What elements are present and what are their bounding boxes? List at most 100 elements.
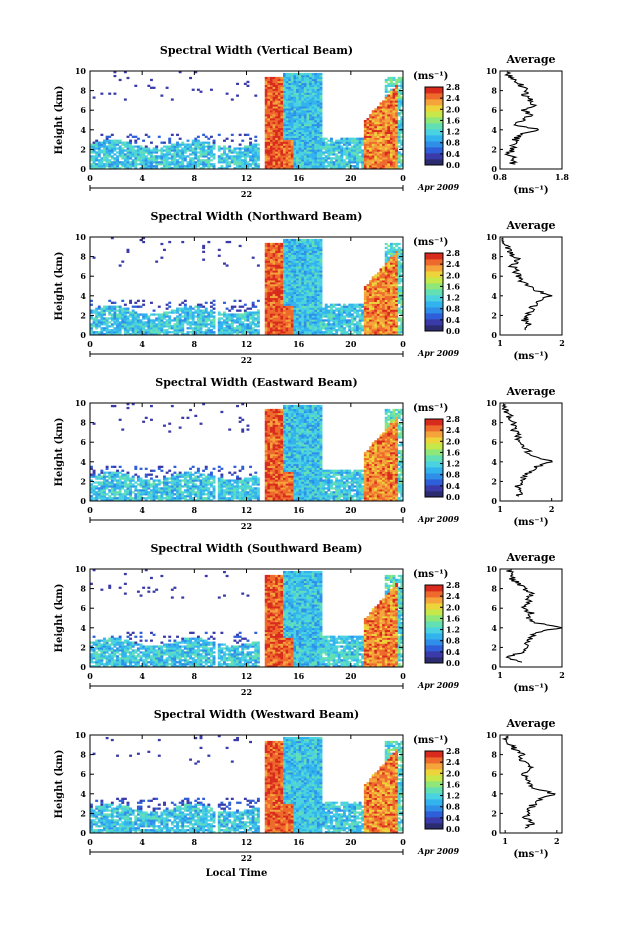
colorbar-tick-label: 1.2: [446, 791, 460, 801]
day-label: 22: [241, 189, 252, 199]
colorbar-band: [425, 823, 443, 830]
y-tick-label: 6: [80, 437, 86, 447]
colorbar-band: [425, 817, 443, 824]
x-tick-label: 20: [345, 837, 357, 847]
colorbar-band: [425, 147, 443, 154]
average-frame: [499, 236, 563, 336]
day-label: 22: [241, 355, 252, 365]
avg-y-tick-label: 2: [491, 144, 497, 154]
avg-x-tick-label: 2: [559, 338, 565, 348]
colorbar-band: [425, 793, 443, 800]
colorbar-band: [425, 437, 443, 444]
y-axis-label: Height (km): [54, 86, 65, 155]
avg-x-tick-label: 1: [502, 836, 508, 846]
colorbar-frame: [424, 86, 444, 166]
avg-y-tick-label: 10: [486, 398, 498, 408]
avg-y-tick-label: 8: [491, 418, 497, 428]
average-title: Average: [505, 551, 555, 564]
panel-title: Spectral Width (Northward Beam): [151, 210, 363, 223]
x-tick-label: 8: [192, 505, 198, 515]
avg-y-tick-label: 6: [491, 437, 497, 447]
colorbar-tick-label: 2.4: [446, 757, 460, 767]
colorbar-tick-label: 2.8: [446, 580, 460, 590]
colorbar-tick-label: 2.0: [446, 602, 460, 612]
colorbar-band: [425, 467, 443, 474]
y-tick-label: 2: [80, 476, 86, 486]
colorbar-band: [425, 129, 443, 136]
x-tick-label: 8: [192, 173, 198, 183]
y-tick-label: 4: [80, 457, 86, 467]
average-title: Average: [505, 385, 555, 398]
colorbar-band: [425, 775, 443, 782]
y-tick-label: 10: [75, 398, 87, 408]
colorbar-band: [425, 491, 443, 498]
x-tick-label: 0: [87, 339, 93, 349]
colorbar-tick-label: 1.2: [446, 293, 460, 303]
y-tick-label: 2: [80, 144, 86, 154]
x-tick-label: 12: [241, 671, 252, 681]
heatmap-cells: [90, 735, 404, 834]
panel-title: Spectral Width (Vertical Beam): [160, 44, 353, 57]
colorbar-band: [425, 627, 443, 634]
colorbar-tick-label: 0.8: [446, 470, 460, 480]
heatmap-cells: [90, 403, 404, 502]
x-tick-label: 16: [293, 173, 305, 183]
y-tick-label: 8: [80, 252, 86, 262]
x-tick-label: 4: [139, 505, 145, 515]
colorbar-band: [425, 325, 443, 332]
colorbar-tick-label: 0.8: [446, 802, 460, 812]
colorbar-unit: (ms⁻¹): [413, 569, 448, 580]
x-tick-label: 0: [87, 837, 93, 847]
x-tick-label: 16: [293, 671, 305, 681]
colorbar-band: [425, 485, 443, 492]
colorbar-band: [425, 295, 443, 302]
avg-y-tick-label: 10: [486, 66, 498, 76]
avg-y-tick-label: 0: [491, 496, 497, 506]
y-tick-label: 0: [80, 496, 86, 506]
panel-2: Spectral Width (Eastward Beam)0246810Hei…: [54, 376, 563, 531]
colorbar-band: [425, 657, 443, 664]
colorbar-band: [425, 159, 443, 166]
y-tick-label: 6: [80, 271, 86, 281]
avg-y-tick-label: 2: [491, 476, 497, 486]
y-tick-label: 10: [75, 730, 87, 740]
avg-y-tick-label: 10: [486, 232, 498, 242]
colorbar-band: [425, 609, 443, 616]
colorbar-unit: (ms⁻¹): [413, 403, 448, 414]
average-title: Average: [505, 717, 555, 730]
colorbar-tick-label: 2.0: [446, 436, 460, 446]
colorbar-frame: [424, 252, 444, 332]
avg-x-label: (ms⁻¹): [513, 849, 548, 860]
colorbar-band: [425, 443, 443, 450]
date-label: Apr 2009: [417, 348, 460, 358]
colorbar-band: [425, 93, 443, 100]
y-tick-label: 0: [80, 662, 86, 672]
x-tick-label: 16: [293, 339, 305, 349]
average-title: Average: [505, 53, 555, 66]
colorbar-band: [425, 751, 443, 758]
colorbar-band: [425, 781, 443, 788]
x-tick-label: 20: [345, 671, 357, 681]
colorbar-band: [425, 283, 443, 290]
colorbar-band: [425, 301, 443, 308]
panel-3: Spectral Width (Southward Beam)0246810He…: [54, 542, 565, 697]
colorbar-frame: [424, 418, 444, 498]
colorbar-tick-label: 0.8: [446, 636, 460, 646]
colorbar-band: [425, 449, 443, 456]
heatmap-cells: [90, 237, 404, 336]
y-tick-label: 10: [75, 66, 87, 76]
colorbar-band: [425, 265, 443, 272]
average-profile-line: [503, 71, 540, 165]
x-tick-label: 20: [345, 505, 357, 515]
avg-y-tick-label: 8: [491, 584, 497, 594]
date-label: Apr 2009: [417, 514, 460, 524]
colorbar-band: [425, 135, 443, 142]
date-label: Apr 2009: [417, 680, 460, 690]
colorbar-frame: [424, 750, 444, 830]
colorbar-band: [425, 419, 443, 426]
colorbar-tick-label: 0.0: [446, 160, 460, 170]
colorbar-band: [425, 117, 443, 124]
colorbar-tick-label: 1.2: [446, 459, 460, 469]
colorbar-band: [425, 585, 443, 592]
colorbar-band: [425, 763, 443, 770]
